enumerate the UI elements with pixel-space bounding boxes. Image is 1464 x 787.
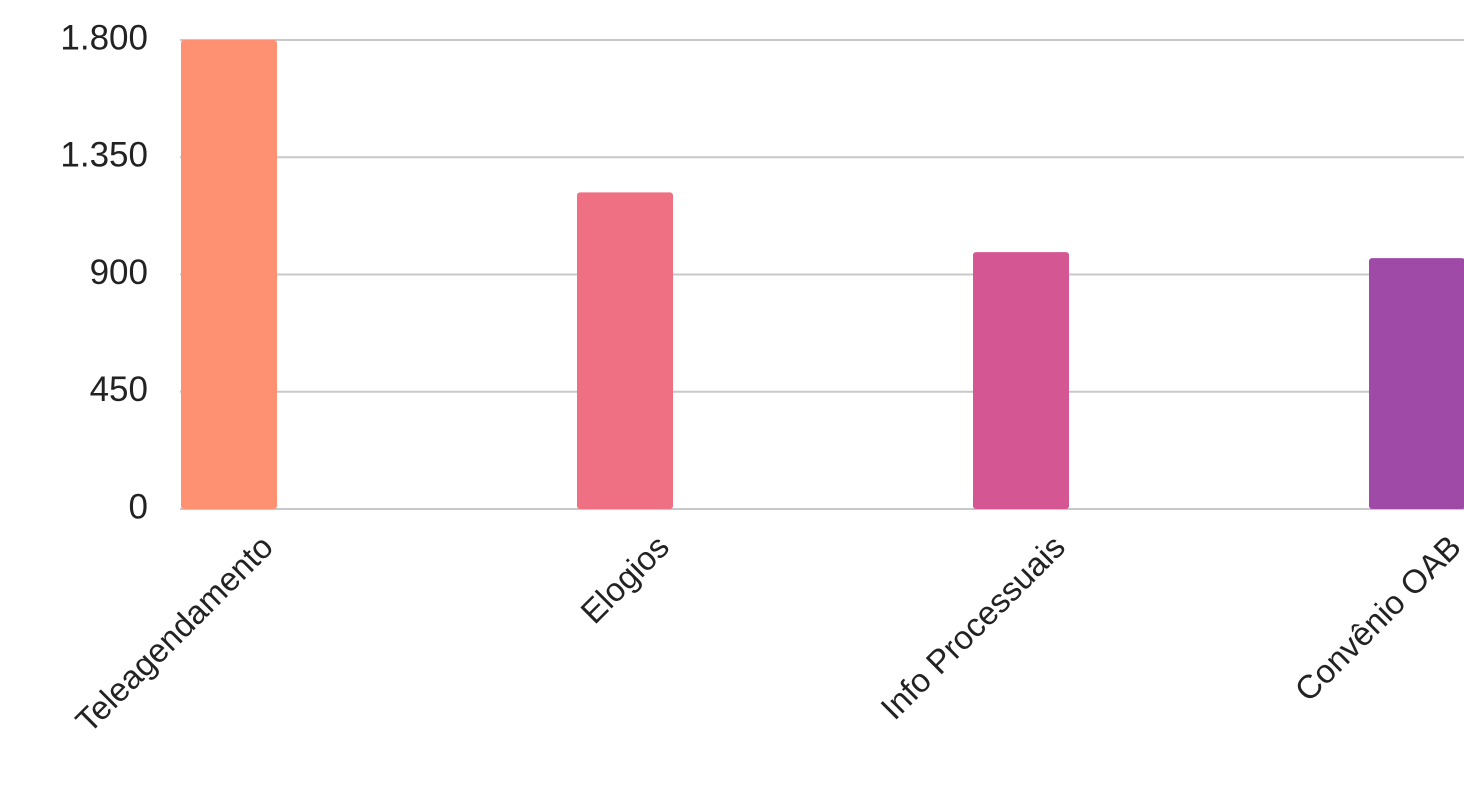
y-tick-label: 1.350 xyxy=(60,136,148,175)
y-tick-label: 0 xyxy=(129,487,148,526)
y-tick-label: 1.800 xyxy=(60,18,148,57)
bar xyxy=(181,40,277,509)
x-tick-label: Info Processuais xyxy=(873,528,1072,727)
y-tick-label: 900 xyxy=(90,253,148,292)
y-tick-label: 450 xyxy=(90,370,148,409)
bar xyxy=(1369,258,1464,509)
x-tick-label: Teleagendamento xyxy=(68,528,280,740)
bar xyxy=(973,252,1069,509)
bar xyxy=(577,192,673,510)
x-tick-label: Convênio OAB xyxy=(1287,528,1464,709)
x-tick-label: Elogios xyxy=(573,528,676,631)
